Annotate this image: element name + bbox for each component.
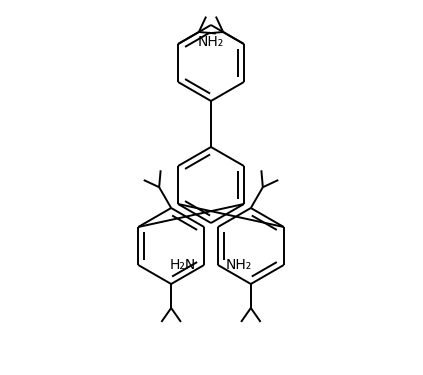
Text: NH₂: NH₂ xyxy=(226,258,252,272)
Text: NH₂: NH₂ xyxy=(198,35,224,49)
Text: H₂N: H₂N xyxy=(170,258,196,272)
